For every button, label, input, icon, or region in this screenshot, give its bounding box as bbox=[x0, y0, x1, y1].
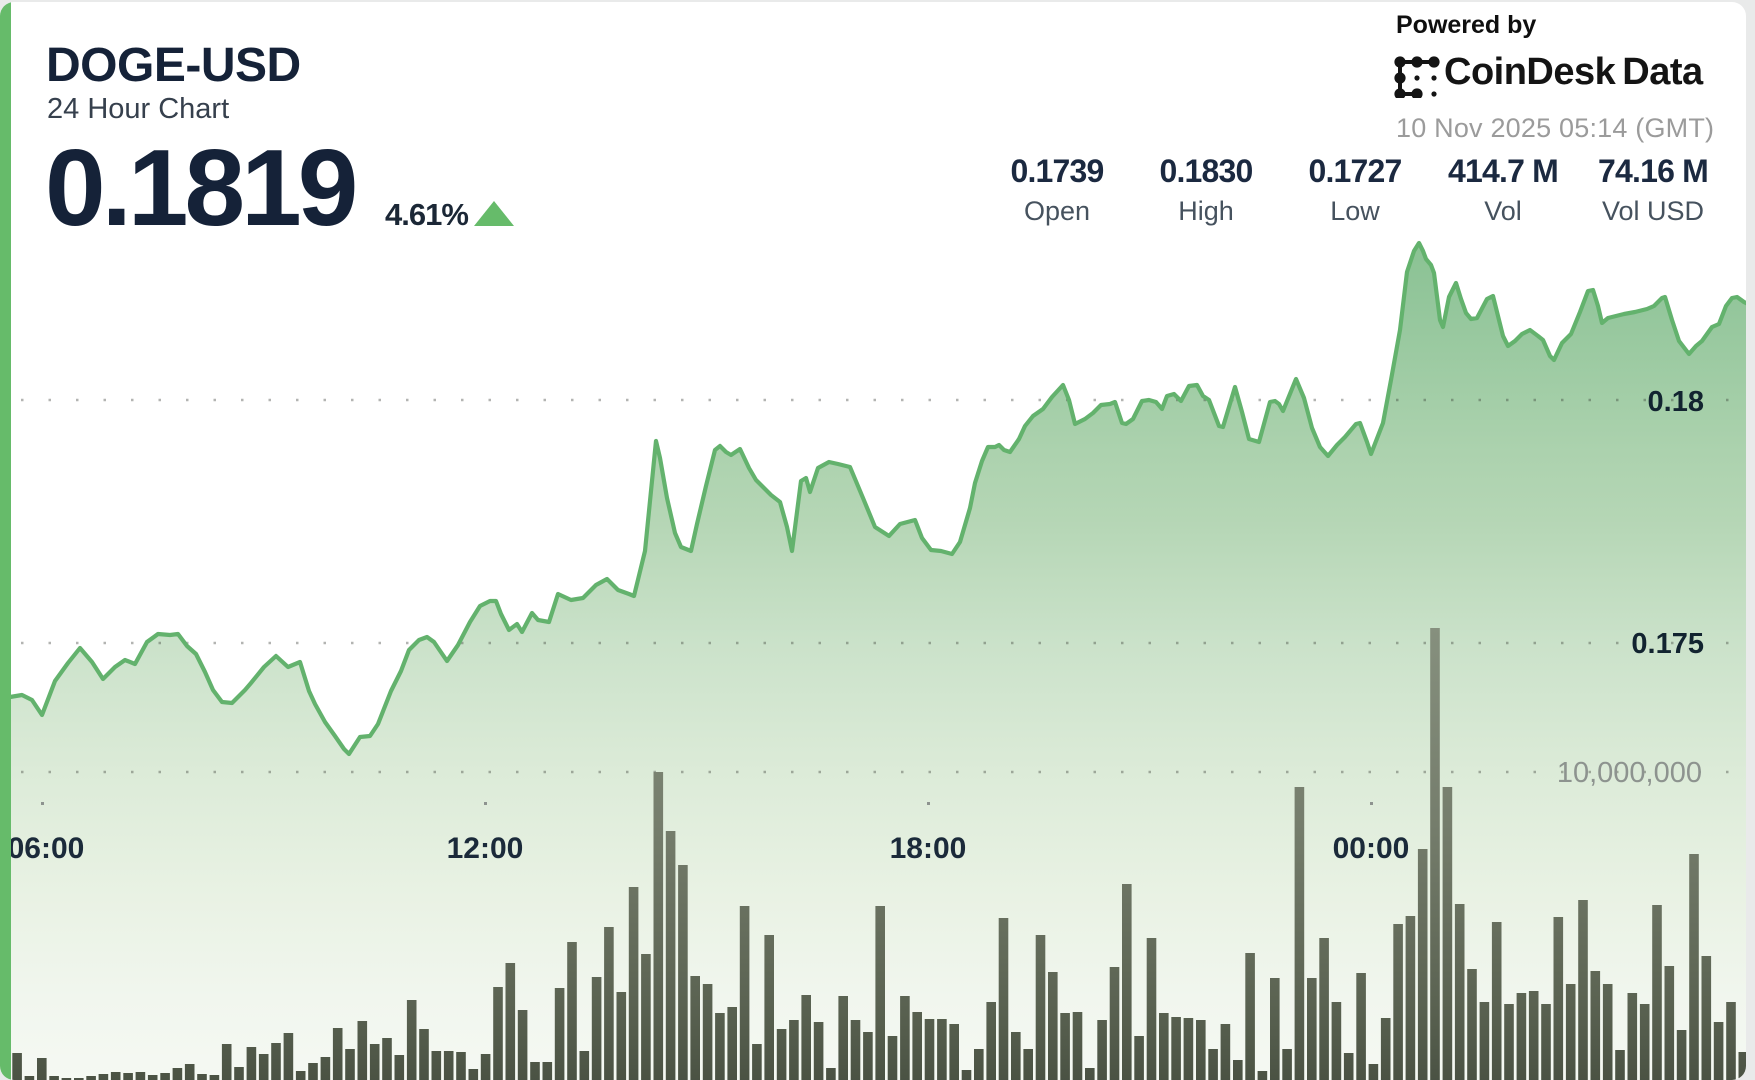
svg-text:06:00: 06:00 bbox=[8, 832, 85, 865]
svg-text:12:00: 12:00 bbox=[447, 832, 524, 865]
svg-text:0.175: 0.175 bbox=[1631, 628, 1704, 660]
svg-text:10,000,000: 10,000,000 bbox=[1557, 757, 1702, 789]
svg-text:0.18: 0.18 bbox=[1648, 386, 1704, 418]
svg-text:00:00: 00:00 bbox=[1333, 832, 1410, 865]
svg-text:18:00: 18:00 bbox=[890, 832, 967, 865]
